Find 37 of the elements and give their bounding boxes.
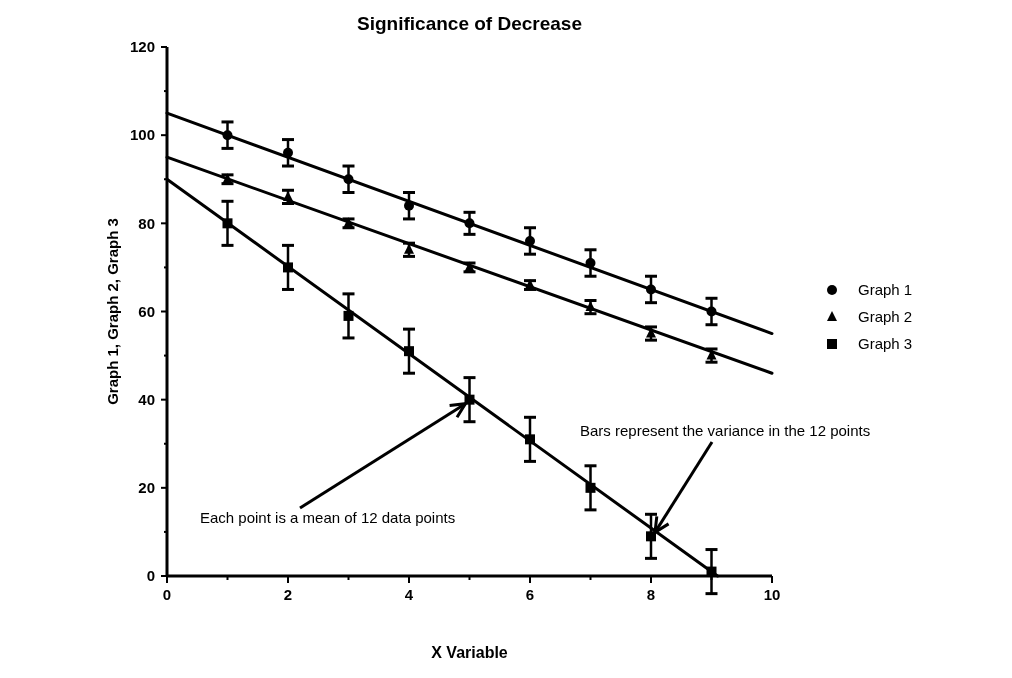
y-tick-label: 80 xyxy=(138,214,155,232)
y-tick-label: 20 xyxy=(138,479,155,497)
point xyxy=(283,147,293,158)
x-tick-label: 10 xyxy=(763,586,781,603)
x-tick-label: 8 xyxy=(646,586,656,603)
x-tick-label: 4 xyxy=(404,586,414,603)
point xyxy=(525,434,535,445)
point xyxy=(646,284,656,295)
point xyxy=(343,174,354,185)
chart-title: Significance of Decrease xyxy=(357,13,582,34)
x-tick-label: 0 xyxy=(162,586,172,603)
point xyxy=(706,306,717,317)
legend-label: Graph 3 xyxy=(858,335,913,353)
legend-label: Graph 2 xyxy=(858,308,913,326)
y-tick-label: 100 xyxy=(129,126,155,144)
point xyxy=(525,235,535,246)
point xyxy=(343,310,354,321)
x-tick-label: 2 xyxy=(283,586,293,603)
annotation: Bars represent the variance in the 12 points xyxy=(580,422,871,439)
point xyxy=(222,218,233,229)
point xyxy=(283,262,293,273)
legend-label: Graph 1 xyxy=(858,281,913,299)
point xyxy=(464,218,475,229)
point xyxy=(585,482,596,493)
point xyxy=(404,346,414,357)
y-axis-title: Graph 1, Graph 2, Graph 3 xyxy=(104,218,121,405)
point xyxy=(585,301,596,312)
y-tick-label: 60 xyxy=(138,302,155,320)
y-tick-label: 120 xyxy=(129,38,155,56)
annotation: Each point is a mean of 12 data points xyxy=(200,509,456,526)
y-tick-label: 40 xyxy=(138,390,155,408)
x-axis-title: X Variable xyxy=(431,644,508,661)
x-tick-label: 6 xyxy=(525,586,535,603)
point xyxy=(464,394,475,405)
point xyxy=(646,531,656,542)
y-tick-label: 0 xyxy=(146,567,155,585)
point xyxy=(222,130,233,141)
